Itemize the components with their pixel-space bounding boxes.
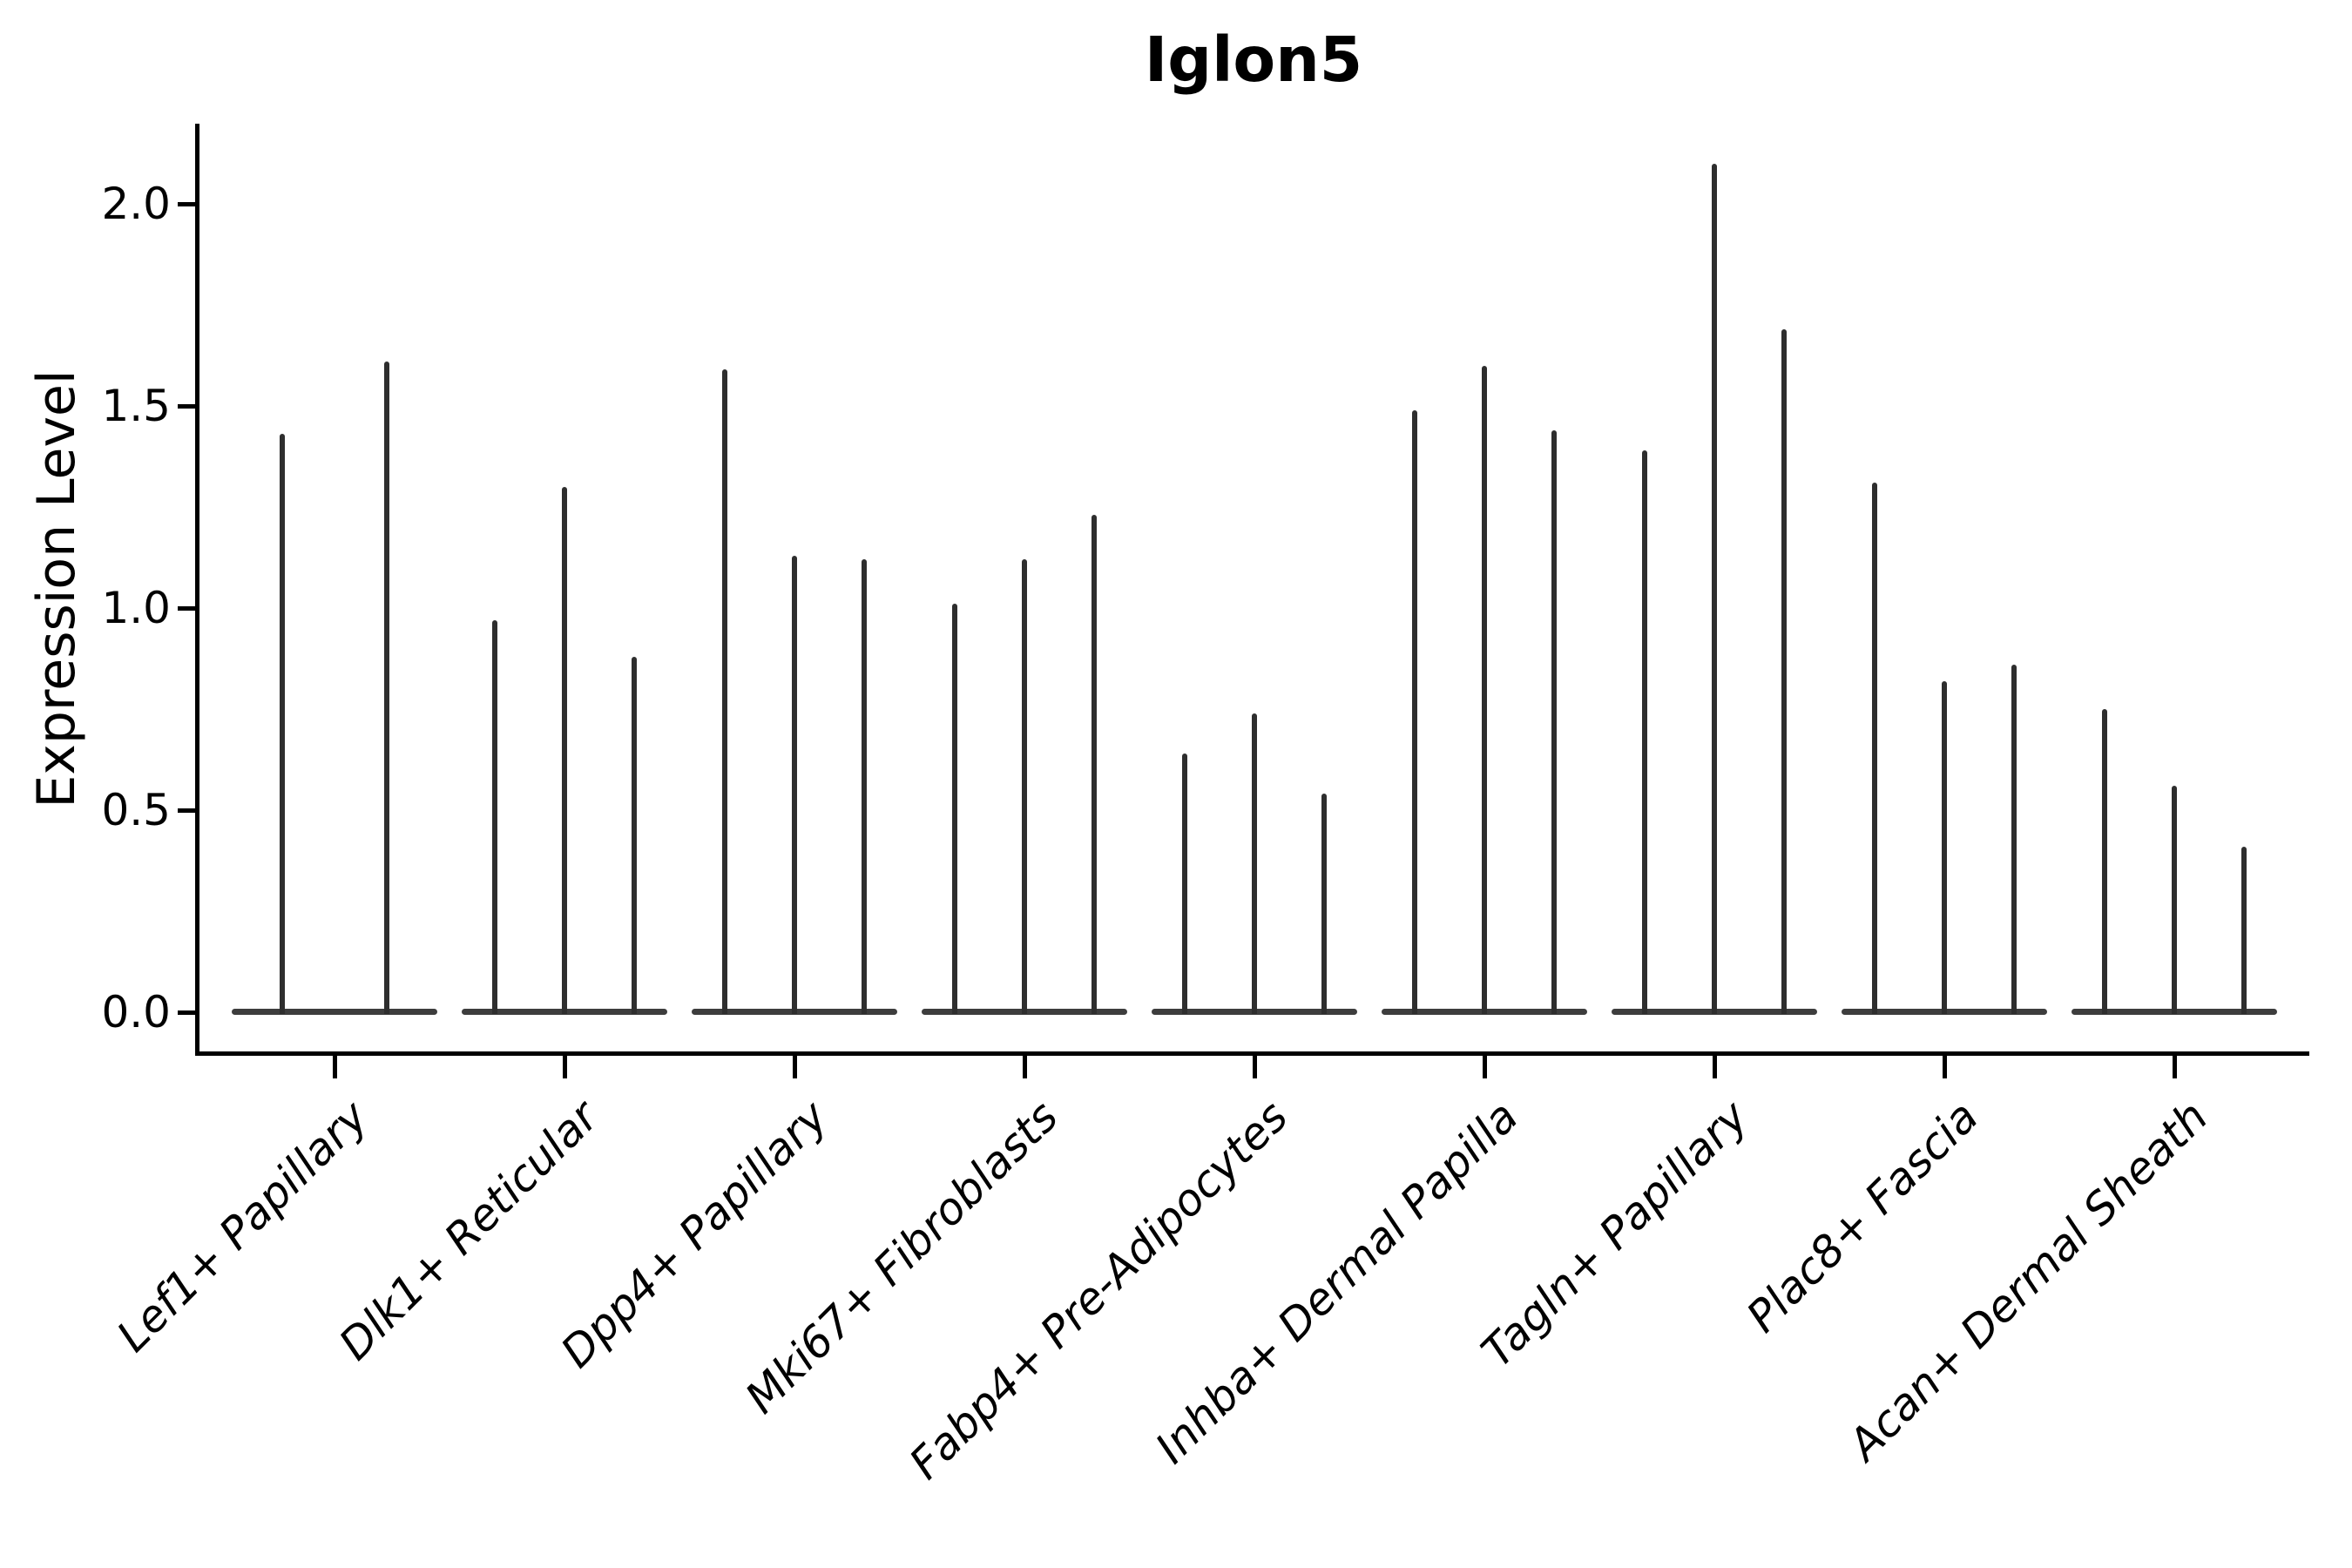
x-axis-line <box>195 1051 2309 1056</box>
violin-spike <box>280 434 285 1014</box>
x-tick-label: Lef1+ Papillary <box>107 1091 378 1362</box>
y-tick-mark <box>178 605 195 611</box>
violin-spike <box>2011 664 2017 1014</box>
x-tick-mark <box>332 1056 337 1078</box>
violin-spike <box>1321 794 1327 1014</box>
violin-spike <box>862 559 867 1014</box>
y-tick-mark <box>178 1010 195 1015</box>
violin-spike <box>1872 483 1877 1014</box>
violin-spike <box>632 656 637 1014</box>
violin-spike <box>1482 365 1487 1014</box>
y-tick-mark <box>178 201 195 206</box>
x-tick-label: Fabp4+ Pre-Adipocytes <box>900 1091 1298 1490</box>
violin-spike <box>2241 846 2247 1014</box>
violin-spike <box>1022 559 1027 1014</box>
violin-spike <box>1412 409 1417 1014</box>
x-tick-mark <box>2172 1056 2177 1078</box>
y-tick-label: 2.0 <box>101 179 171 229</box>
chart-title: Iglon5 <box>1144 24 1363 96</box>
y-tick-mark <box>178 403 195 409</box>
y-tick-label: 0.5 <box>101 785 171 835</box>
x-tick-label: Plac8+ Fascia <box>1736 1091 1988 1342</box>
violin-spike <box>1182 754 1187 1014</box>
violin-spike <box>1712 163 1717 1014</box>
y-axis-line <box>195 124 199 1056</box>
y-tick-label: 1.0 <box>101 583 171 633</box>
y-tick-label: 1.5 <box>101 381 171 431</box>
y-tick-mark <box>178 808 195 813</box>
violin-spike <box>384 361 389 1014</box>
violin-spike <box>952 604 957 1014</box>
violin-spike <box>2102 709 2107 1014</box>
violin-spike <box>492 619 497 1014</box>
x-tick-mark <box>1712 1056 1717 1078</box>
x-tick-mark <box>1022 1056 1027 1078</box>
violin-spike <box>2172 786 2177 1014</box>
x-tick-mark <box>1252 1056 1257 1078</box>
violin-spike <box>562 486 567 1014</box>
x-tick-mark <box>1482 1056 1487 1078</box>
y-tick-label: 0.0 <box>101 987 171 1037</box>
violin-base <box>232 1009 437 1015</box>
violin-spike <box>1642 450 1647 1014</box>
violin-spike <box>1781 328 1787 1014</box>
violin-spike <box>792 555 797 1014</box>
x-tick-mark <box>792 1056 797 1078</box>
violin-spike <box>722 369 727 1014</box>
x-tick-mark <box>1942 1056 1947 1078</box>
violin-spike <box>1551 429 1557 1014</box>
violin-spike <box>1092 515 1097 1014</box>
violin-spike <box>1942 680 1947 1014</box>
x-tick-mark <box>562 1056 567 1078</box>
violin-spike <box>1252 713 1257 1014</box>
